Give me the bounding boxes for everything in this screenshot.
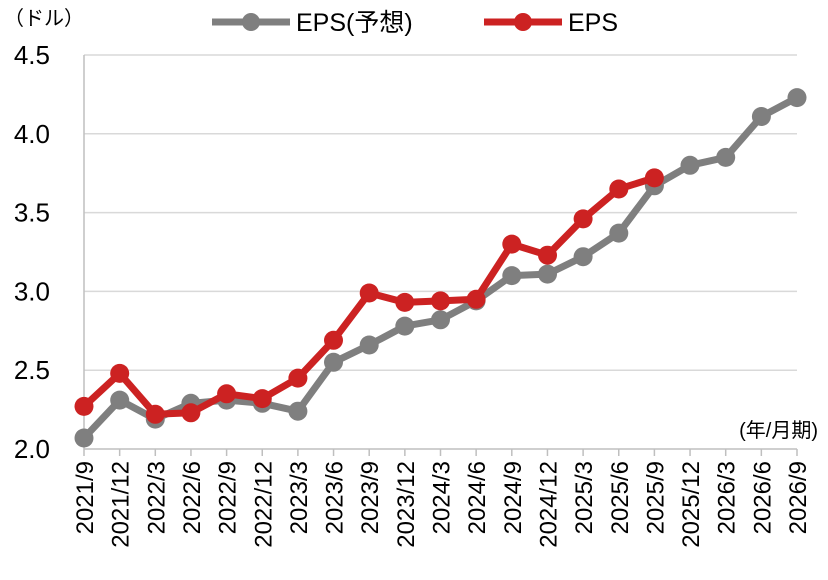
x-tick-label: 2025/9 [642,461,669,534]
x-tick-label: 2021/12 [108,461,135,548]
data-point [787,88,807,108]
x-tick-label: 2022/9 [215,461,242,534]
data-point [751,107,771,126]
data-point [217,384,237,404]
data-point [181,403,201,423]
x-tick-label: 2022/6 [179,461,206,534]
data-point [538,245,557,265]
data-point [573,247,593,267]
legend-marker-actual [514,13,532,31]
legend-label-forecast: EPS(予想) [296,9,413,37]
legend-label-actual: EPS [568,9,618,37]
data-point [395,292,415,312]
x-tick-label: 2025/12 [678,461,705,548]
data-point [644,168,664,188]
series-line [81,94,799,441]
x-tick-label: 2022/12 [250,461,277,548]
y-tick-label: 4.5 [14,40,50,70]
x-unit-label: (年/月期) [739,419,818,442]
y-tick-label: 3.5 [14,198,50,228]
x-tick-label: 2026/9 [785,461,812,534]
legend-marker-forecast [242,13,260,31]
x-tick-label: 2024/6 [464,461,491,534]
data-point [502,266,522,286]
data-point [680,155,700,175]
data-point [324,330,343,350]
data-point [359,283,379,303]
data-point [609,179,629,199]
data-point [538,264,557,284]
x-tick-label: 2024/12 [535,461,562,548]
x-tick-label: 2021/9 [72,461,99,534]
y-tick-labels: 2.0 2.5 3.0 3.5 4.0 4.5 [14,40,50,464]
legend: EPS(予想) EPS [212,9,618,37]
x-tick-labels: 2021/9 2021/12 2022/3 2022/6 2022/9 2022/12 20… [72,449,812,548]
series-forecast [74,88,807,448]
x-tick-label: 2025/3 [571,461,598,534]
x-tick-label: 2025/6 [607,461,634,534]
data-point [502,234,522,254]
y-tick-label: 3.0 [14,276,50,306]
data-point [74,428,94,448]
data-point [716,147,736,167]
data-point [431,310,450,330]
x-tick-label: 2024/9 [500,461,527,534]
data-point [395,316,415,336]
axes [83,55,797,450]
y-unit-label: （ドル） [4,7,84,30]
series-layer [74,88,807,448]
x-tick-label: 2026/3 [714,461,741,534]
data-point [609,223,629,243]
data-point [324,352,343,372]
data-point [359,335,379,355]
x-tick-label: 2023/3 [286,461,313,534]
gridlines [84,54,797,371]
data-point [288,368,308,388]
data-point [288,401,308,421]
x-tick-label: 2023/12 [393,461,420,548]
data-point [431,291,450,311]
series-actual [74,168,664,424]
y-tick-label: 2.0 [14,434,50,464]
x-tick-label: 2022/3 [143,461,170,534]
data-point [110,363,130,383]
y-tick-label: 2.5 [14,355,50,385]
data-point [252,389,272,409]
y-tick-label: 4.0 [14,119,50,149]
legend-item-actual: EPS [484,9,618,37]
data-point [110,390,130,410]
x-tick-label: 2024/3 [429,461,456,534]
data-point [74,396,94,416]
x-tick-label: 2023/9 [357,461,384,534]
legend-item-forecast: EPS(予想) [212,9,413,37]
data-point [573,209,593,229]
x-tick-label: 2023/6 [322,461,349,534]
data-point [466,289,486,309]
x-tick-label: 2026/6 [749,461,776,534]
data-point [145,404,165,424]
